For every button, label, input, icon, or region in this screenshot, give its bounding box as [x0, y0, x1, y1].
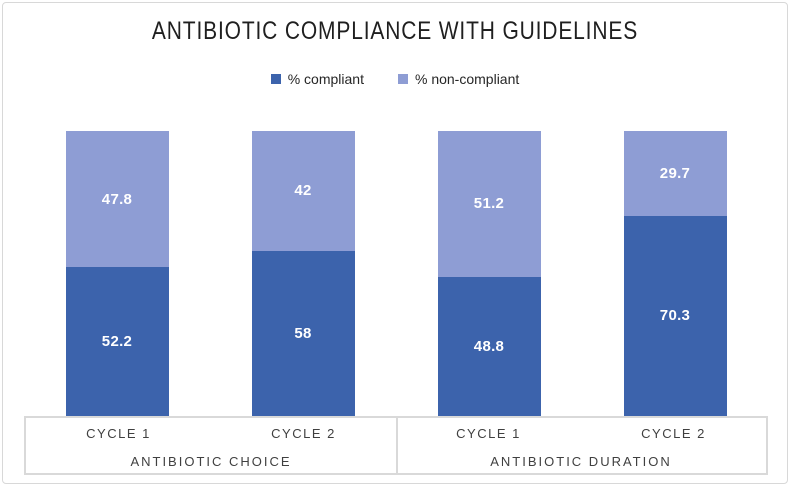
stacked-bar: 51.2 48.8 — [437, 131, 541, 416]
chart-legend: % compliant % non-compliant — [3, 71, 787, 87]
chart-title: ANTIBIOTIC COMPLIANCE WITH GUIDELINES — [151, 17, 639, 45]
group-label: ANTIBIOTIC DURATION — [490, 453, 672, 469]
data-label: 70.3 — [659, 307, 691, 325]
segment-non-compliant: 51.2 — [437, 131, 541, 277]
cycle-label: CYCLE 2 — [641, 425, 706, 441]
stacked-bar: 29.7 70.3 — [623, 131, 727, 416]
stacked-bar: 42 58 — [251, 131, 355, 416]
plot-area: 47.8 52.2 42 58 51.2 48.8 29.7 70.3 — [24, 131, 768, 416]
legend-swatch-compliant-icon — [270, 74, 281, 84]
segment-compliant: 52.2 — [65, 267, 169, 416]
segment-non-compliant: 29.7 — [623, 131, 727, 216]
segment-compliant: 58 — [251, 250, 355, 416]
group-label: ANTIBIOTIC CHOICE — [130, 453, 292, 469]
category-axis: CYCLE 1 CYCLE 2 CYCLE 1 CYCLE 2 ANTIBIOT… — [24, 416, 768, 475]
bar-cell: 47.8 52.2 — [24, 131, 210, 416]
data-label: 51.2 — [473, 195, 505, 213]
cycle-labels-row: CYCLE 1 CYCLE 2 CYCLE 1 CYCLE 2 — [26, 418, 766, 448]
data-label: 48.8 — [473, 337, 505, 355]
legend-label-compliant: % compliant — [287, 71, 364, 87]
bar-cell: 29.7 70.3 — [582, 131, 768, 416]
axis-group-divider — [396, 418, 398, 473]
data-label: 52.2 — [101, 333, 133, 351]
legend-label-non-compliant: % non-compliant — [414, 71, 520, 87]
stacked-bar: 47.8 52.2 — [65, 131, 169, 416]
legend-swatch-non-compliant-icon — [397, 74, 408, 84]
segment-non-compliant: 42 — [251, 131, 355, 251]
data-label: 47.8 — [101, 190, 133, 208]
cycle-label: CYCLE 1 — [456, 425, 521, 441]
bar-cell: 51.2 48.8 — [396, 131, 582, 416]
data-label: 29.7 — [659, 164, 691, 182]
legend-item-compliant: % compliant — [270, 71, 364, 87]
cycle-label: CYCLE 1 — [86, 425, 151, 441]
segment-compliant: 70.3 — [623, 215, 727, 416]
segment-compliant: 48.8 — [437, 276, 541, 416]
group-labels-row: ANTIBIOTIC CHOICE ANTIBIOTIC DURATION — [26, 448, 766, 474]
data-label: 58 — [294, 324, 312, 342]
bar-cell: 42 58 — [210, 131, 396, 416]
legend-item-non-compliant: % non-compliant — [397, 71, 520, 87]
segment-non-compliant: 47.8 — [65, 131, 169, 268]
cycle-label: CYCLE 2 — [271, 425, 336, 441]
data-label: 42 — [294, 182, 312, 200]
